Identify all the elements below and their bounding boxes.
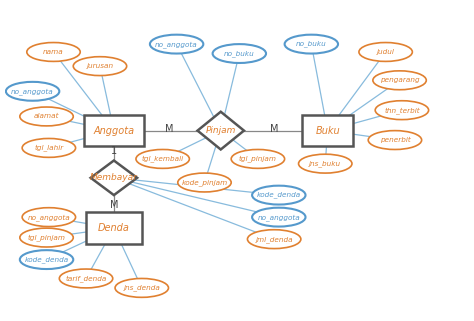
Text: tgl_lahir: tgl_lahir	[34, 144, 64, 151]
FancyBboxPatch shape	[302, 115, 353, 146]
Text: jurusan: jurusan	[86, 63, 114, 69]
Text: judul: judul	[377, 49, 394, 55]
Ellipse shape	[299, 154, 352, 173]
Ellipse shape	[6, 82, 59, 101]
Text: Pinjam: Pinjam	[206, 126, 236, 135]
Text: M: M	[165, 124, 174, 134]
Ellipse shape	[373, 71, 426, 90]
Text: kode_denda: kode_denda	[25, 256, 69, 263]
Ellipse shape	[178, 173, 231, 192]
Ellipse shape	[368, 131, 422, 150]
Text: no_anggota: no_anggota	[27, 214, 70, 221]
Polygon shape	[198, 112, 244, 150]
Text: tgl_pinjam: tgl_pinjam	[27, 234, 65, 241]
Text: jns_denda: jns_denda	[123, 284, 160, 291]
Ellipse shape	[27, 42, 80, 61]
Ellipse shape	[136, 150, 190, 168]
Ellipse shape	[20, 250, 73, 269]
Text: Anggota: Anggota	[93, 126, 135, 135]
Ellipse shape	[213, 44, 266, 63]
Text: kode_denda: kode_denda	[257, 192, 301, 198]
Ellipse shape	[284, 35, 338, 54]
Text: alamat: alamat	[34, 113, 59, 119]
Polygon shape	[91, 160, 137, 195]
Text: no_anggota: no_anggota	[11, 88, 54, 95]
Text: M: M	[109, 200, 118, 210]
Text: thn_terbit: thn_terbit	[384, 107, 419, 114]
Text: tgl_kembali: tgl_kembali	[142, 155, 184, 162]
Text: pengarang: pengarang	[380, 77, 419, 83]
Ellipse shape	[73, 57, 127, 75]
Text: M: M	[270, 124, 278, 134]
FancyBboxPatch shape	[86, 213, 142, 244]
Text: kode_pinjam: kode_pinjam	[182, 179, 228, 186]
Ellipse shape	[247, 230, 301, 248]
Ellipse shape	[59, 269, 113, 288]
Ellipse shape	[20, 228, 73, 247]
Ellipse shape	[252, 208, 306, 227]
Text: tarif_denda: tarif_denda	[65, 275, 107, 282]
Text: jml_denda: jml_denda	[255, 236, 293, 243]
Text: tgl_pinjam: tgl_pinjam	[239, 155, 277, 162]
Ellipse shape	[20, 107, 73, 126]
Ellipse shape	[22, 138, 75, 157]
Ellipse shape	[22, 208, 75, 227]
Ellipse shape	[150, 35, 203, 54]
Ellipse shape	[115, 278, 168, 297]
Ellipse shape	[359, 42, 412, 61]
Text: Denda: Denda	[98, 223, 130, 233]
Text: Membayar: Membayar	[90, 173, 138, 182]
Text: no_buku: no_buku	[224, 50, 255, 57]
Text: 1: 1	[111, 146, 117, 156]
Text: Buku: Buku	[315, 126, 340, 135]
Text: no_anggota: no_anggota	[257, 214, 300, 221]
FancyBboxPatch shape	[84, 115, 144, 146]
Text: penerbit: penerbit	[380, 137, 410, 143]
Ellipse shape	[252, 186, 306, 204]
Text: nama: nama	[43, 49, 64, 55]
Ellipse shape	[231, 150, 284, 168]
Text: no_buku: no_buku	[296, 41, 327, 48]
Ellipse shape	[375, 101, 428, 120]
Text: jns_buku: jns_buku	[309, 160, 341, 167]
Text: no_anggota: no_anggota	[155, 41, 198, 48]
